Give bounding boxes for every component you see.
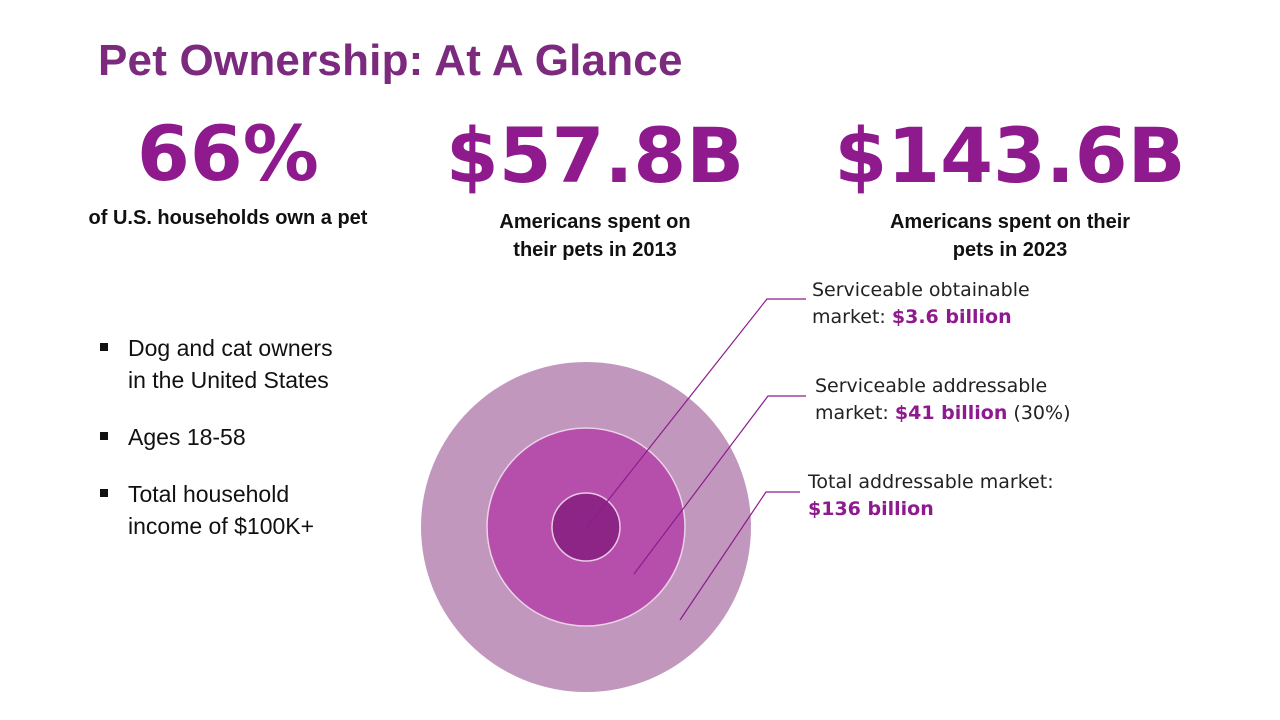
audience-bullet-list: Dog and cat owners in the United States …: [98, 332, 398, 567]
stat-caption-line: of U.S. households own a pet: [88, 207, 368, 229]
bullet-item-income: Total household income of $100K+: [98, 478, 398, 542]
bullet-line: Dog and cat owners: [128, 335, 333, 361]
tam-leader-line: [679, 491, 800, 621]
tam-value-line: $136 billion: [808, 498, 934, 520]
square-bullet-icon: [100, 432, 108, 440]
tam-value: $136 billion: [808, 498, 934, 520]
sam-value-line: market: $41 billion (30%): [815, 402, 1071, 424]
stat-caption-line: Americans spent on: [499, 211, 691, 233]
som-value-line: market: $3.6 billion: [812, 306, 1012, 328]
stat-value: $57.8B: [445, 111, 745, 200]
sam-share: (30%): [1007, 402, 1070, 424]
stat-caption: Americans spent on their pets in 2023: [830, 208, 1190, 264]
sam-value: $41 billion: [895, 402, 1008, 424]
bullet-line: Ages 18-58: [128, 424, 246, 450]
stat-caption-line: Americans spent on their: [889, 211, 1131, 233]
stat-caption: of U.S. households own a pet: [58, 204, 398, 232]
square-bullet-icon: [100, 343, 108, 351]
som-label: Serviceable obtainable: [812, 279, 1030, 301]
bullet-item-owners: Dog and cat owners in the United States: [98, 332, 398, 396]
stat-caption: Americans spent on their pets in 2013: [430, 208, 760, 264]
som-ring: [551, 492, 621, 562]
sam-label: Serviceable addressable: [815, 375, 1047, 397]
som-value: $3.6 billion: [892, 306, 1012, 328]
bullet-line: in the United States: [128, 367, 329, 393]
stat-caption-line: their pets in 2013: [513, 239, 677, 261]
bullet-line: income of $100K+: [128, 513, 315, 539]
stat-spending-2013: $57.8B Americans spent on their pets in …: [430, 118, 760, 264]
stat-households-own-pet: 66% of U.S. households own a pet: [58, 116, 398, 232]
stat-caption-line: pets in 2023: [952, 239, 1068, 261]
sam-leader-line: [633, 395, 806, 575]
stat-value: 66%: [137, 109, 319, 198]
stat-spending-2023: $143.6B Americans spent on their pets in…: [830, 118, 1190, 264]
square-bullet-icon: [100, 489, 108, 497]
tam-label: Total addressable market:: [807, 471, 1054, 493]
stat-value: $143.6B: [834, 111, 1186, 200]
bullet-item-ages: Ages 18-58: [98, 421, 398, 453]
bullet-line: Total household: [128, 481, 290, 507]
page-title: Pet Ownership: At A Glance: [98, 36, 683, 85]
som-leader-line: [586, 298, 806, 528]
